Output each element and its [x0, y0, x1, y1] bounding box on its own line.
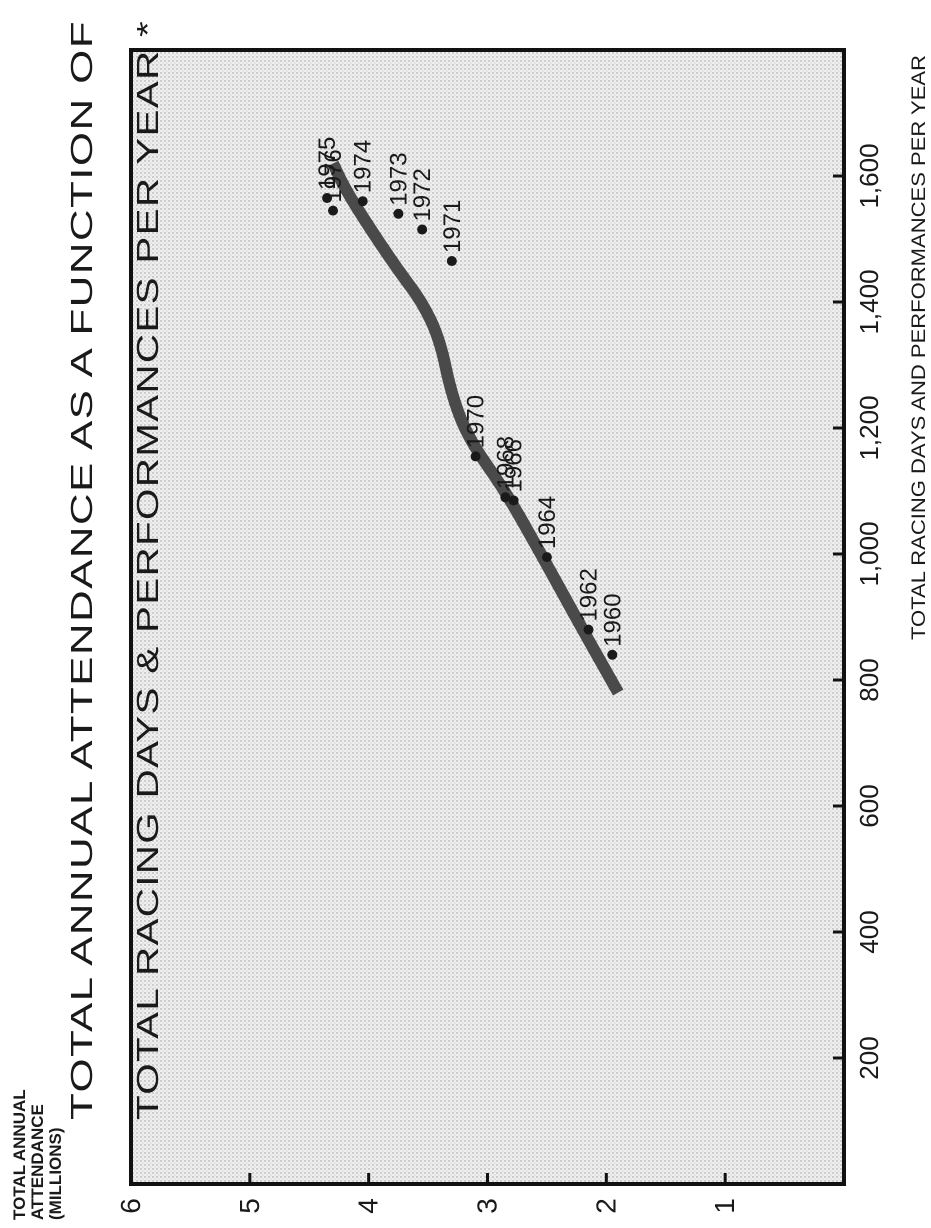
x-tick-label: 400	[854, 910, 884, 953]
x-tick-label: 1,600	[854, 143, 884, 208]
data-point	[417, 224, 428, 235]
data-point	[607, 649, 618, 660]
y-tick-label: 3	[472, 1198, 503, 1214]
y-axis-label-line-1: TOTAL ANNUAL	[10, 1089, 29, 1220]
data-point-label: 1970	[463, 395, 490, 448]
data-point-label: 1974	[350, 140, 377, 193]
y-tick-label: 5	[234, 1198, 265, 1214]
data-point-label: 1960	[599, 593, 626, 646]
chart-title-line-1: TOTAL ANNUAL ATTENDANCE AS A FUNCTION OF	[64, 20, 99, 1120]
data-point	[583, 624, 594, 635]
y-tick-label: 2	[590, 1198, 621, 1214]
y-tick-label: 4	[353, 1198, 384, 1214]
data-point-label: 1971	[439, 200, 466, 253]
x-tick-label: 200	[854, 1036, 884, 1079]
data-point-label: 1962	[576, 568, 603, 621]
data-point-label: 1975	[314, 137, 341, 190]
x-tick-label: 1,000	[854, 521, 884, 586]
x-tick-label: 1,200	[854, 395, 884, 460]
y-axis-label-line-2: ATTENDANCE	[28, 1104, 47, 1220]
data-point-label: 1972	[409, 168, 436, 221]
data-point-label: 1966	[501, 439, 528, 492]
data-point-label: 1964	[534, 496, 561, 549]
x-axis-label: TOTAL RACING DAYS AND PERFORMANCES PER Y…	[909, 55, 930, 640]
data-point	[541, 552, 552, 563]
data-point-label: 1973	[385, 152, 412, 205]
x-tick-label: 600	[854, 784, 884, 827]
data-point	[322, 193, 333, 204]
data-point	[500, 492, 511, 503]
plot-area	[129, 48, 846, 1186]
data-point	[470, 451, 481, 462]
data-point	[393, 208, 404, 219]
trend-line	[327, 160, 624, 696]
y-axis-label-line-3: (MILLIONS)	[46, 1127, 65, 1220]
data-point-label: 1976	[320, 149, 347, 202]
data-point	[446, 256, 457, 267]
data-point	[508, 495, 519, 506]
data-point-label: 1968	[492, 436, 519, 489]
x-tick-label: 800	[854, 658, 884, 701]
x-tick-label: 1,400	[854, 269, 884, 334]
data-point	[328, 205, 339, 216]
y-tick-label: 1	[709, 1198, 740, 1214]
chart-title-line-2: TOTAL RACING DAYS & PERFORMANCES PER YEA…	[130, 20, 165, 1120]
data-point	[357, 196, 368, 207]
y-tick-label: 6	[115, 1198, 146, 1214]
